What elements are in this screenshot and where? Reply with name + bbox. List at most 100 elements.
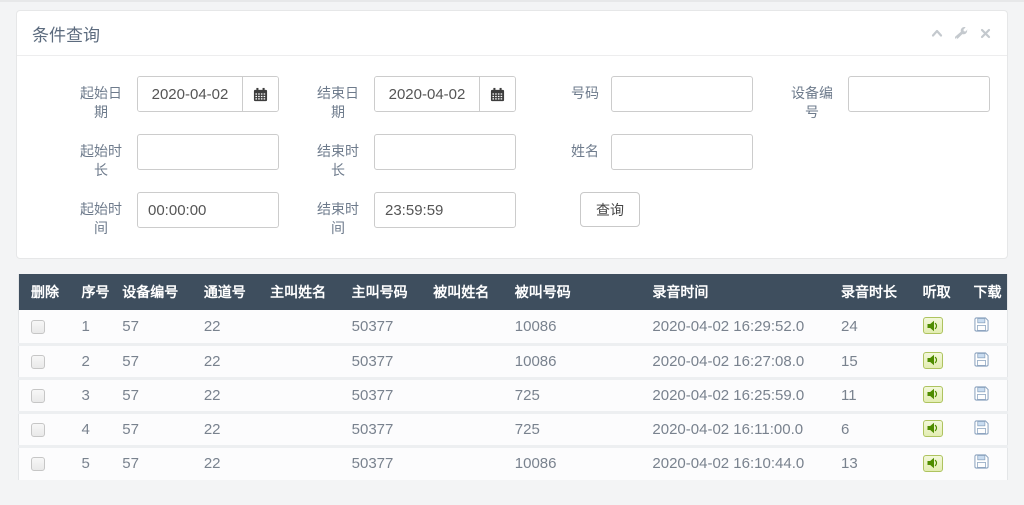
floppy-icon xyxy=(973,317,989,332)
cell-channel: 22 xyxy=(191,344,259,380)
cell-duration: 11 xyxy=(829,378,911,414)
listen-button[interactable] xyxy=(922,351,943,369)
form-row-1: 起始日期 结束日期 xyxy=(42,76,1007,120)
calendar-icon[interactable] xyxy=(479,77,515,111)
close-icon[interactable] xyxy=(980,28,991,39)
cell-callee-number: 10086 xyxy=(502,310,641,346)
cell-callee-number: 10086 xyxy=(502,344,641,380)
cell-seq: 5 xyxy=(69,446,111,480)
field-name: 姓名 xyxy=(516,134,753,170)
speaker-icon xyxy=(927,423,937,434)
header-callee-name: 被叫姓名 xyxy=(421,274,503,310)
field-number: 号码 xyxy=(516,76,753,112)
delete-checkbox[interactable] xyxy=(31,422,45,437)
query-panel: 条件查询 起始日期 xyxy=(16,10,1008,259)
number-label: 号码 xyxy=(571,85,599,101)
field-end-date: 结束日期 xyxy=(279,76,516,122)
cell-callee-name xyxy=(421,412,503,448)
page: 条件查询 起始日期 xyxy=(0,2,1024,480)
listen-button[interactable] xyxy=(922,454,943,472)
floppy-icon xyxy=(973,454,989,469)
field-start-time: 起始时间 xyxy=(42,192,279,238)
cell-duration: 24 xyxy=(829,310,911,346)
cell-callee-name xyxy=(421,378,503,414)
name-label: 姓名 xyxy=(571,143,599,159)
panel-header: 条件查询 xyxy=(17,11,1007,56)
listen-button[interactable] xyxy=(922,385,943,403)
query-button[interactable]: 查询 xyxy=(580,192,640,227)
panel-title: 条件查询 xyxy=(32,25,100,45)
start-date-input[interactable] xyxy=(138,77,242,111)
cell-caller-number: 50377 xyxy=(339,344,422,380)
listen-button[interactable] xyxy=(922,419,943,437)
cell-duration: 13 xyxy=(829,446,911,480)
start-time-label: 起始时间 xyxy=(80,201,122,236)
header-listen: 听取 xyxy=(910,274,962,310)
cell-channel: 22 xyxy=(191,412,259,448)
table-row: 2 57 22 50377 10086 2020-04-02 16:27:08.… xyxy=(18,344,1008,380)
cell-seq: 3 xyxy=(69,378,111,414)
cell-device-no: 57 xyxy=(110,344,192,380)
floppy-icon xyxy=(973,385,989,401)
device-no-input[interactable] xyxy=(848,76,990,112)
cell-device-no: 57 xyxy=(110,310,192,346)
collapse-icon[interactable] xyxy=(931,27,943,39)
cell-caller-number: 50377 xyxy=(339,412,422,448)
panel-tools xyxy=(931,26,991,40)
download-button[interactable] xyxy=(973,351,989,367)
listen-button[interactable] xyxy=(922,317,943,334)
form-row-3: 起始时间 结束时间 查询 xyxy=(42,192,1007,236)
download-button[interactable] xyxy=(973,454,989,469)
delete-checkbox[interactable] xyxy=(31,319,45,334)
delete-checkbox[interactable] xyxy=(31,354,45,369)
cell-duration: 15 xyxy=(829,344,911,380)
field-device-no: 设备编号 xyxy=(753,76,990,122)
name-input[interactable] xyxy=(611,134,753,170)
end-duration-input[interactable] xyxy=(374,134,516,170)
cell-seq: 4 xyxy=(69,412,111,448)
cell-duration: 6 xyxy=(829,412,911,448)
cell-callee-number: 10086 xyxy=(502,446,641,480)
delete-checkbox[interactable] xyxy=(31,457,45,472)
field-start-duration: 起始时长 xyxy=(42,134,279,180)
field-end-time: 结束时间 xyxy=(279,192,516,238)
cell-callee-name xyxy=(421,344,503,380)
cell-seq: 2 xyxy=(69,344,111,380)
floppy-icon xyxy=(973,419,989,435)
cell-caller-name xyxy=(258,412,340,448)
table-row: 5 57 22 50377 10086 2020-04-02 16:10:44.… xyxy=(18,446,1008,480)
header-caller-name: 主叫姓名 xyxy=(258,274,340,310)
download-button[interactable] xyxy=(973,419,989,435)
cell-caller-number: 50377 xyxy=(339,446,422,480)
cell-caller-number: 50377 xyxy=(339,310,422,346)
cell-callee-number: 725 xyxy=(502,378,641,414)
start-duration-input[interactable] xyxy=(137,134,279,170)
cell-caller-name xyxy=(258,310,340,346)
wrench-icon[interactable] xyxy=(955,26,968,40)
download-button[interactable] xyxy=(973,317,989,332)
cell-caller-number: 50377 xyxy=(339,378,422,414)
speaker-icon xyxy=(927,389,937,400)
header-callee-number: 被叫号码 xyxy=(502,274,641,310)
header-delete: 删除 xyxy=(18,274,70,310)
device-no-label: 设备编号 xyxy=(791,85,833,120)
end-time-input[interactable] xyxy=(374,192,516,228)
download-button[interactable] xyxy=(973,385,989,401)
start-date-label: 起始日期 xyxy=(80,85,122,120)
table-row: 1 57 22 50377 10086 2020-04-02 16:29:52.… xyxy=(18,310,1008,346)
cell-device-no: 57 xyxy=(110,378,192,414)
floppy-icon xyxy=(973,351,989,367)
cell-record-time: 2020-04-02 16:25:59.0 xyxy=(640,378,830,414)
calendar-icon[interactable] xyxy=(242,77,278,111)
cell-device-no: 57 xyxy=(110,446,192,480)
header-device-no: 设备编号 xyxy=(110,274,192,310)
cell-record-time: 2020-04-02 16:27:08.0 xyxy=(640,344,830,380)
table-body: 1 57 22 50377 10086 2020-04-02 16:29:52.… xyxy=(18,310,1008,480)
header-seq: 序号 xyxy=(69,274,111,310)
start-time-input[interactable] xyxy=(137,192,279,228)
cell-callee-number: 725 xyxy=(502,412,641,448)
end-date-input[interactable] xyxy=(375,77,479,111)
number-input[interactable] xyxy=(611,76,753,112)
delete-checkbox[interactable] xyxy=(31,388,45,403)
cell-record-time: 2020-04-02 16:10:44.0 xyxy=(640,446,830,480)
